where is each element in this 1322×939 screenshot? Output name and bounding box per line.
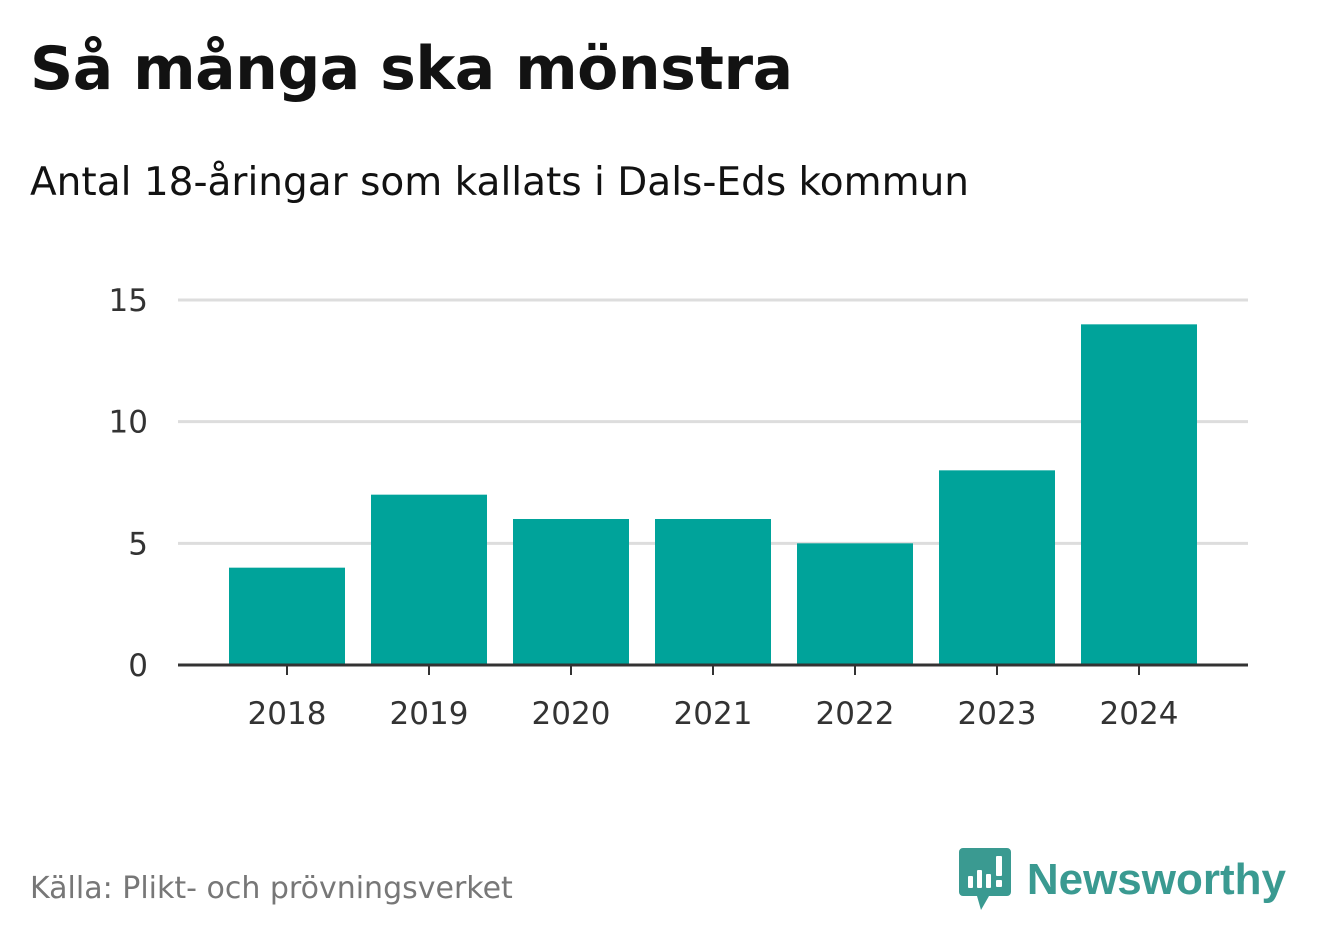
brand-name: Newsworthy	[1026, 855, 1286, 904]
x-tick-label: 2019	[390, 696, 469, 732]
x-tick-label: 2020	[532, 696, 611, 732]
bar	[797, 543, 913, 665]
brand-logo: Newsworthy	[958, 848, 1286, 912]
x-tick-label: 2018	[248, 696, 327, 732]
bar-chart: 0 5 10 15 2018 2019 2020 2021 2022 2023 2024	[109, 283, 1248, 732]
bar	[371, 494, 487, 665]
source-note: Källa: Plikt- och prövningsverket	[30, 871, 513, 906]
bar	[939, 470, 1055, 665]
chart-title: Så många ska mönstra	[30, 34, 793, 104]
bar	[513, 519, 629, 665]
x-tick-label: 2021	[674, 696, 753, 732]
newsworthy-logo-icon	[958, 848, 1011, 910]
y-tick-label: 15	[109, 283, 148, 319]
bar	[229, 567, 345, 665]
chart-subtitle: Antal 18-åringar som kallats i Dals-Eds …	[30, 160, 970, 205]
bar	[1081, 324, 1197, 665]
x-tick-label: 2024	[1100, 696, 1179, 732]
x-tick-label: 2022	[816, 696, 895, 732]
y-tick-label: 0	[128, 648, 148, 684]
bars	[229, 324, 1197, 665]
y-tick-label: 10	[109, 405, 148, 441]
tick-labels: 0 5 10 15 2018 2019 2020 2021 2022 2023 2024	[109, 283, 1179, 732]
y-tick-label: 5	[128, 526, 148, 562]
bar	[655, 519, 771, 665]
x-tick-label: 2023	[958, 696, 1037, 732]
x-axis	[178, 663, 1248, 675]
